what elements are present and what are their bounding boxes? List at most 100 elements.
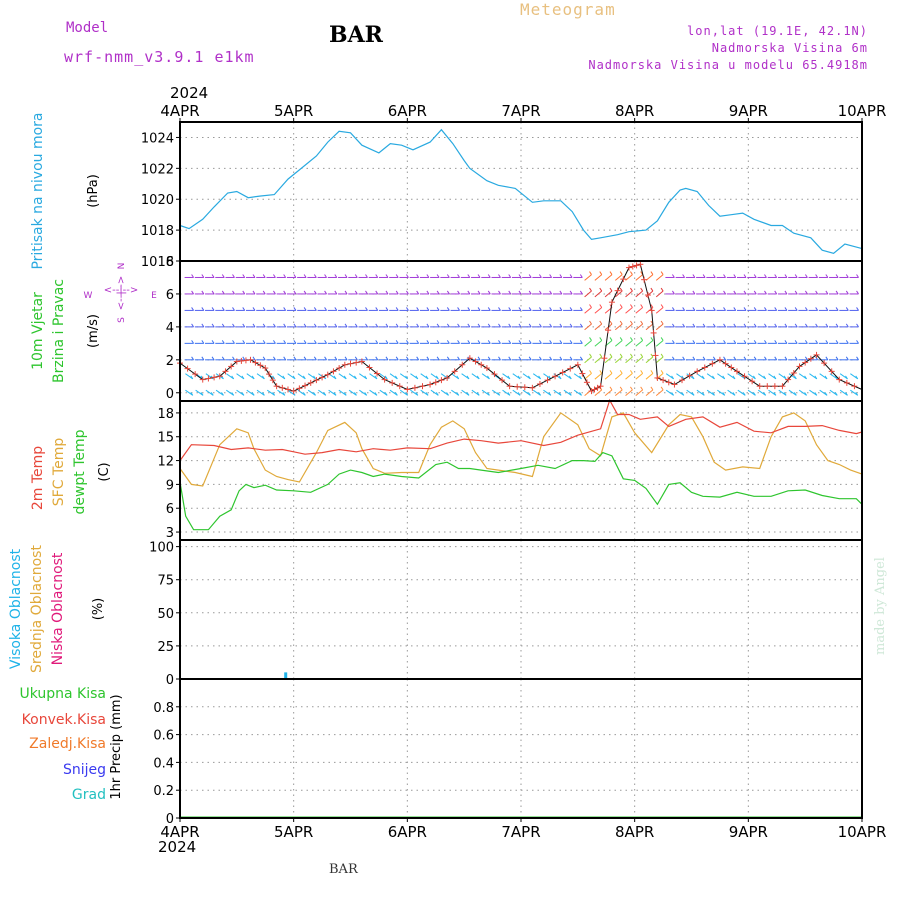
wind-barb bbox=[635, 323, 643, 331]
wind-barb bbox=[246, 373, 255, 380]
wind-barb-tick bbox=[395, 290, 399, 295]
wind-barb-tick bbox=[283, 274, 287, 278]
wind-barb-tick bbox=[375, 307, 379, 311]
wind-barb-tick bbox=[824, 375, 828, 380]
wind-barb-tick bbox=[528, 340, 532, 344]
wind-barb bbox=[584, 274, 592, 281]
wind-barb-tick bbox=[487, 375, 490, 380]
wind-barb-tick bbox=[303, 307, 307, 311]
wind-barb-tick bbox=[712, 340, 716, 344]
footer-station-label: BAR bbox=[329, 862, 358, 877]
wind-barb-tick bbox=[702, 290, 706, 295]
wind-barb-tick bbox=[619, 304, 623, 308]
x-tick-label-bottom: 5APR bbox=[274, 823, 313, 841]
wind-barb-tick bbox=[692, 307, 696, 311]
wind-barb-tick bbox=[619, 287, 623, 292]
wind-barb bbox=[768, 373, 777, 380]
dewpoint-line bbox=[179, 451, 863, 531]
wind-barb bbox=[553, 389, 562, 396]
wind-barb-tick bbox=[804, 290, 808, 295]
x-tick-label-bottom: 9APR bbox=[729, 823, 768, 841]
wind-barb-tick bbox=[763, 392, 767, 396]
wind-barb-tick bbox=[190, 375, 194, 380]
wind-barb-tick bbox=[774, 274, 778, 278]
panel-frame-4 bbox=[179, 539, 863, 680]
wind-barb-tick bbox=[549, 340, 553, 344]
wind-barb-tick bbox=[221, 290, 225, 295]
wind-barb-tick bbox=[835, 356, 839, 361]
wind-barb-tick bbox=[630, 370, 633, 374]
low-cloud-label: Niska Oblacnost bbox=[50, 552, 66, 665]
compass-vertical: <--|--> bbox=[116, 276, 127, 311]
wind-barb bbox=[614, 307, 623, 314]
wind-barb-tick bbox=[599, 304, 603, 308]
x-tick-label-top: 7APR bbox=[501, 102, 540, 120]
y-tick-label: 0 bbox=[166, 812, 174, 827]
wind-barb-tick bbox=[508, 340, 512, 344]
wind-barb-tick bbox=[528, 356, 532, 361]
wind-barb-tick bbox=[732, 392, 736, 396]
wind-barb bbox=[594, 389, 603, 397]
wind-barb-tick bbox=[395, 274, 399, 278]
wind-barb-tick bbox=[650, 304, 654, 308]
wind-barb-tick bbox=[589, 337, 592, 341]
wind-barb-tick bbox=[518, 290, 522, 295]
wind-barb-tick bbox=[692, 290, 696, 295]
wind-barb-tick bbox=[477, 274, 481, 278]
wind-barb-tick bbox=[549, 307, 553, 311]
wind-barb-tick bbox=[723, 356, 726, 361]
wind-barb-tick bbox=[344, 323, 348, 328]
wind-barb-tick bbox=[825, 307, 829, 311]
wind-barb-tick bbox=[446, 340, 450, 344]
wind-barb-tick bbox=[313, 356, 317, 361]
wind-barb-tick bbox=[333, 375, 337, 380]
wind-barb bbox=[420, 389, 429, 396]
wind-barb-tick bbox=[692, 340, 696, 344]
wind-barb-tick bbox=[273, 290, 276, 295]
wind-barb bbox=[461, 373, 470, 380]
wind-barb-tick bbox=[764, 274, 767, 278]
wind-barb-tick bbox=[619, 370, 623, 374]
wind-barb-tick bbox=[190, 392, 194, 396]
wind-barb-tick bbox=[619, 353, 623, 358]
wind-barb-tick bbox=[191, 274, 195, 278]
wind-barb-tick bbox=[435, 375, 439, 380]
wind-barb-tick bbox=[640, 337, 644, 341]
wind-barb-tick bbox=[589, 353, 592, 358]
wind-barb-tick bbox=[487, 340, 491, 344]
wind-barb-tick bbox=[558, 375, 562, 380]
wind-barb-tick bbox=[793, 375, 797, 380]
wind-barb bbox=[481, 373, 490, 380]
wind-barb-tick bbox=[619, 386, 623, 391]
wind-barb bbox=[614, 389, 623, 397]
wind-barb bbox=[614, 290, 623, 298]
wind-barb-tick bbox=[375, 290, 379, 295]
bottom-year-label: 2024 bbox=[158, 838, 197, 856]
wind-barb-tick bbox=[518, 340, 522, 344]
wind-barb-tick bbox=[845, 356, 849, 361]
compass-south: S bbox=[117, 317, 127, 323]
wind-barb-tick bbox=[650, 353, 654, 358]
wind-barb bbox=[338, 373, 347, 380]
wind-barb bbox=[727, 373, 736, 380]
wind-barb-tick bbox=[804, 340, 808, 344]
wind-barb-tick bbox=[282, 375, 286, 380]
wind-barb-tick bbox=[691, 392, 695, 396]
y-tick-label: 1024 bbox=[141, 131, 174, 146]
wind-barb bbox=[655, 323, 664, 331]
dewpoint-label: dewpt Temp bbox=[72, 429, 88, 514]
x-tick-label-top: 9APR bbox=[729, 102, 768, 120]
wind-barb-tick bbox=[242, 356, 246, 361]
wind-barb-tick bbox=[528, 274, 532, 278]
wind-barb-tick bbox=[723, 340, 726, 344]
wind-barb-tick bbox=[241, 392, 245, 396]
wind-barb-tick bbox=[559, 307, 563, 311]
cloud-ylabel: (%) bbox=[91, 598, 106, 621]
wind-barb-tick bbox=[855, 375, 859, 380]
wind-barb-tick bbox=[221, 340, 225, 344]
wind-barb bbox=[614, 340, 623, 347]
wind-barb-tick bbox=[528, 323, 532, 328]
wind-barb-tick bbox=[426, 340, 430, 344]
wind-barb-tick bbox=[293, 340, 297, 344]
wind-barb bbox=[410, 373, 419, 380]
